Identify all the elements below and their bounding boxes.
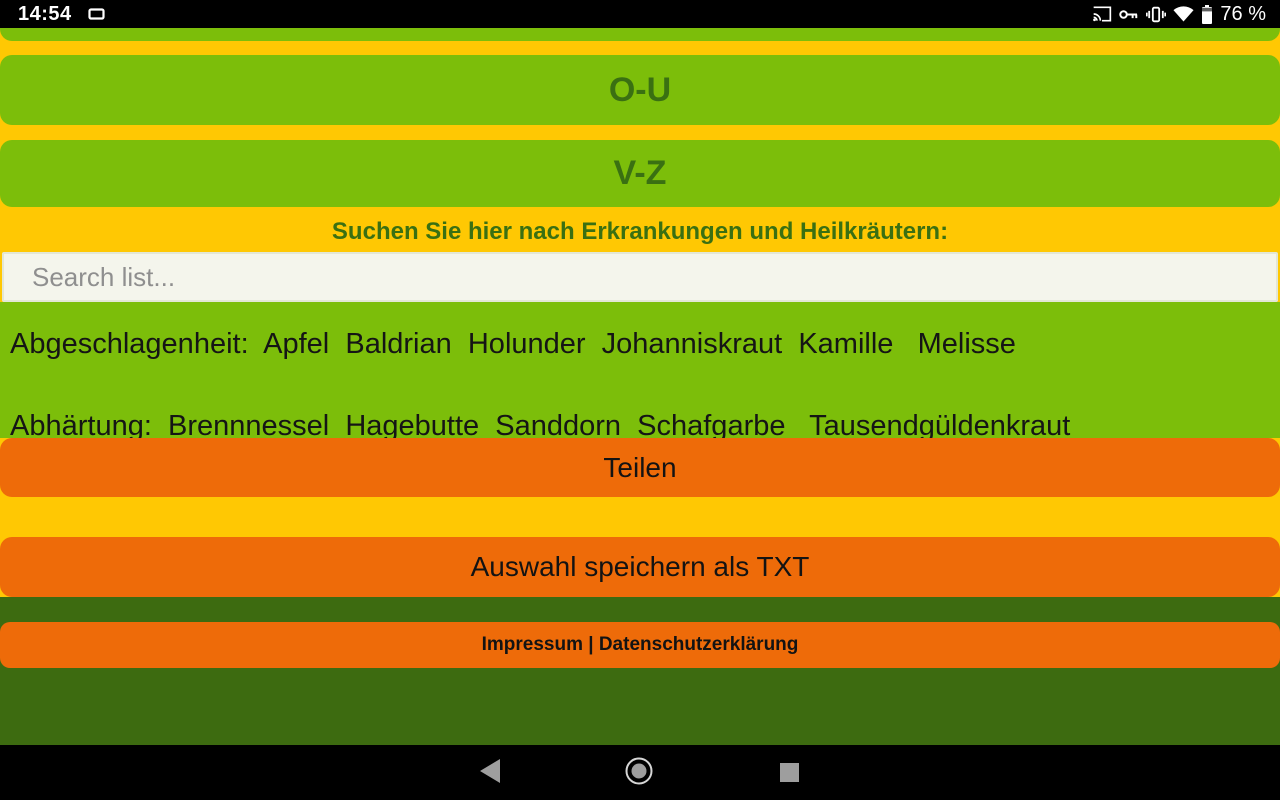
battery-icon	[1201, 4, 1213, 24]
legal-button[interactable]: Impressum | Datenschutzerklärung	[0, 622, 1280, 668]
home-icon	[625, 757, 653, 788]
vibrate-icon	[1146, 6, 1167, 23]
android-nav-bar	[0, 745, 1280, 800]
search-input[interactable]	[2, 252, 1278, 302]
share-button[interactable]: Teilen	[0, 438, 1280, 497]
alpha-range-button-v-z[interactable]: V-Z	[0, 140, 1280, 207]
herb-list-row[interactable]: Abgeschlagenheit: Apfel Baldrian Holunde…	[10, 328, 1016, 360]
status-bar: 14:54	[0, 0, 1280, 28]
alpha-range-button-o-u[interactable]: O-U	[0, 55, 1280, 125]
cast-icon	[1092, 6, 1112, 22]
footer-band: Impressum | Datenschutzerklärung	[0, 597, 1280, 745]
back-icon	[480, 759, 500, 786]
clock-text: 14:54	[18, 2, 72, 25]
app-body: O-U V-Z Suchen Sie hier nach Erkrankunge…	[0, 28, 1280, 745]
alpha-range-button-partial[interactable]	[0, 28, 1280, 41]
herb-list-row[interactable]: Abhärtung: Brennnessel Hagebutte Sanddor…	[10, 410, 1071, 438]
search-prompt-label: Suchen Sie hier nach Erkrankungen und He…	[331, 218, 949, 245]
recents-button[interactable]	[759, 745, 819, 800]
window-icon	[88, 8, 105, 20]
back-button[interactable]	[460, 745, 520, 800]
wifi-icon	[1173, 6, 1194, 22]
herb-list[interactable]: Abgeschlagenheit: Apfel Baldrian Holunde…	[0, 302, 1280, 438]
recents-icon	[779, 763, 799, 782]
battery-percent-text: 76 %	[1220, 2, 1266, 25]
save-txt-button[interactable]: Auswahl speichern als TXT	[0, 537, 1280, 597]
home-button[interactable]	[609, 745, 669, 800]
vpn-key-icon	[1119, 8, 1139, 21]
